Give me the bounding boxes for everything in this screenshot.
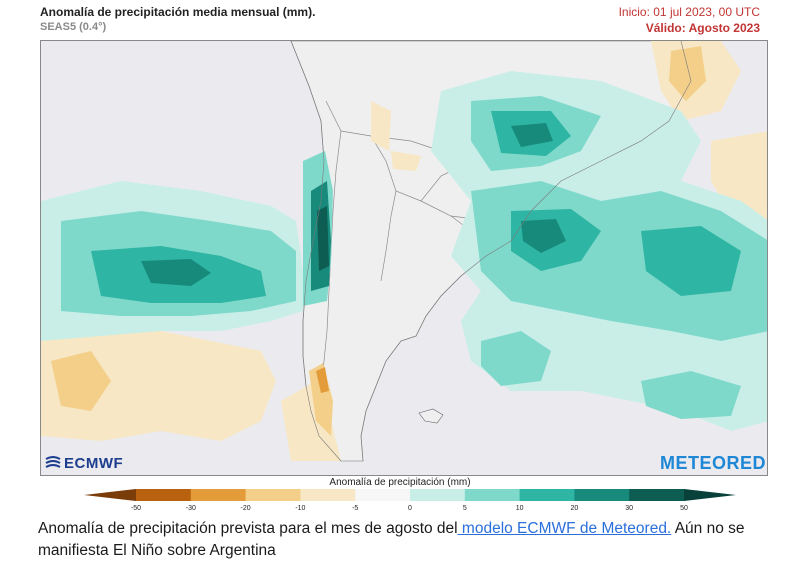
caption-text-end: Aún no se manifiesta El Niño sobre Argen…	[38, 520, 745, 559]
colorbar-segment	[629, 489, 685, 501]
caption-link[interactable]: modelo ECMWF de Meteored.	[457, 520, 672, 537]
falkland-islands	[418, 408, 444, 424]
map-title: Anomalía de precipitación media mensual …	[40, 5, 316, 19]
ecmwf-logo-text: ECMWF	[64, 455, 124, 472]
colorbar	[84, 489, 736, 501]
colorbar-segment	[355, 489, 411, 501]
ecmwf-logo: ECMWF	[44, 455, 123, 472]
colorbar-segment	[519, 489, 575, 501]
colorbar-segment	[136, 489, 192, 501]
colorbar-tick-label: 50	[680, 505, 688, 512]
colorbar-tick-label: -5	[352, 505, 359, 512]
init-time: Inicio: 01 jul 2023, 00 UTC	[618, 5, 760, 19]
colorbar-arrow-max	[684, 489, 736, 501]
meteored-logo: METEORED	[659, 453, 766, 473]
colorbar-tick-label: 20	[570, 505, 579, 512]
colorbar-tick-label: -50	[130, 505, 142, 512]
colorbar-tick-label: -30	[185, 505, 196, 512]
colorbar-arrow-min	[84, 489, 136, 501]
colorbar-tick-label: -20	[240, 505, 251, 512]
colorbar-tick-label: 30	[625, 505, 634, 512]
valid-period: Válido: Agosto 2023	[645, 21, 760, 35]
wet-anomaly-areas	[41, 71, 767, 431]
colorbar-segment	[464, 489, 521, 501]
colorbar-tick-label: -10	[295, 505, 306, 512]
caption-text: Anomalía de precipitación prevista para …	[38, 520, 458, 537]
colorbar-segment	[190, 489, 247, 501]
colorbar-tick-label: 5	[462, 505, 467, 512]
coastline-overlay	[290, 41, 692, 462]
colorbar-title: Anomalía de precipitación (mm)	[329, 477, 471, 488]
colorbar-tick-label: 10	[515, 505, 524, 512]
model-subtitle: SEAS5 (0.4°)	[40, 21, 107, 33]
colorbar-segment	[574, 489, 630, 501]
colorbar-segment	[300, 489, 356, 501]
colorbar-tick-label: 0	[408, 505, 412, 512]
ecmwf-logo-icon	[44, 456, 62, 470]
map-canvas	[41, 41, 767, 462]
figure-caption: Anomalía de precipitación prevista para …	[38, 518, 778, 562]
colorbar-segment	[410, 489, 466, 501]
colorbar-segment	[245, 489, 301, 501]
precipitation-anomaly-map	[40, 40, 768, 476]
